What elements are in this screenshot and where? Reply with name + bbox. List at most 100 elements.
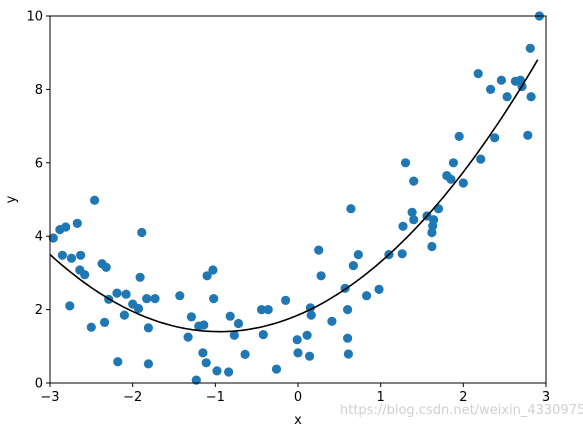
y-tick-label: 6 (35, 156, 43, 171)
y-tick-label: 4 (35, 230, 43, 245)
scatter-point (400, 158, 411, 168)
scatter-point (353, 250, 363, 260)
scatter-point (397, 249, 407, 259)
scatter-point (66, 253, 77, 263)
scatter-point (233, 318, 244, 329)
scatter-point (263, 305, 273, 315)
scatter-point (343, 349, 353, 359)
scatter-point (135, 272, 145, 282)
x-tick-label: 3 (542, 390, 550, 405)
scatter-point (48, 233, 58, 243)
scatter-point (90, 195, 100, 205)
y-tick-label: 2 (35, 303, 43, 318)
scatter-point (150, 294, 160, 304)
scatter-point (486, 84, 496, 94)
scatter-point (191, 375, 201, 385)
scatter-point (454, 131, 464, 141)
plot-area (48, 11, 545, 385)
scatter-point (305, 351, 315, 361)
scatter-point (112, 288, 122, 298)
scatter-point (258, 330, 268, 340)
scatter-point (65, 301, 75, 311)
y-axis-ticks: 0 2 4 6 8 10 (26, 10, 50, 392)
scatter-point (199, 320, 209, 330)
scatter-point (229, 330, 239, 340)
scatter-point (526, 92, 536, 102)
scatter-point (302, 330, 312, 340)
y-tick-label: 10 (26, 10, 43, 25)
scatter-point (525, 43, 535, 53)
scatter-point (224, 367, 234, 377)
scatter-point (257, 305, 267, 315)
scatter-point (212, 366, 222, 376)
scatter-point (316, 271, 326, 281)
scatter-point (407, 207, 417, 217)
scatter-point (476, 154, 486, 164)
scatter-point (80, 270, 90, 280)
scatter-point (137, 227, 147, 238)
scatter-point (86, 322, 96, 332)
scatter-point (201, 358, 211, 368)
scatter-point (343, 333, 353, 343)
scatter-point (57, 250, 67, 260)
x-axis-label: x (294, 413, 302, 428)
scatter-point (100, 317, 110, 327)
scatter-point (429, 215, 439, 225)
x-axis-ticks: −3 −2 −1 0 1 2 3 (40, 383, 550, 405)
plot-frame (49, 15, 547, 384)
scatter-point (348, 261, 358, 271)
scatter-point (101, 262, 111, 272)
scatter-point (473, 69, 483, 79)
scatter-point (448, 158, 458, 168)
scatter-point (72, 218, 82, 228)
x-tick-label: 1 (377, 390, 385, 405)
scatter-point (143, 323, 153, 333)
scatter-point (175, 291, 185, 301)
scatter-point (446, 174, 456, 184)
scatter-point (343, 305, 353, 315)
x-tick-label: −2 (123, 390, 142, 405)
scatter-point (202, 271, 212, 281)
scatter-point (183, 332, 193, 342)
scatter-point (502, 92, 512, 102)
scatter-point (306, 310, 316, 320)
scatter-point (292, 335, 302, 345)
x-tick-label: −3 (40, 390, 59, 405)
scatter-point (61, 222, 71, 232)
scatter-point (362, 291, 372, 301)
y-tick-label: 8 (35, 83, 43, 98)
scatter-point (198, 348, 208, 358)
y-tick-label: 0 (35, 377, 43, 392)
scatter-point (327, 316, 337, 326)
x-tick-label: 2 (459, 390, 467, 405)
scatter-point (409, 215, 419, 225)
scatter-point (76, 250, 86, 260)
fit-curve-line (49, 59, 539, 333)
scatter-point (209, 294, 219, 304)
scatter-point (121, 289, 131, 299)
scatter-point (142, 294, 152, 304)
scatter-point (427, 241, 437, 252)
watermark-text: https://blog.csdn.net/weixin_43309755 (340, 403, 583, 418)
scatter-point (398, 221, 408, 231)
scatter-point (225, 311, 235, 321)
scatter-point (271, 364, 282, 374)
scatter-point (490, 133, 500, 143)
scatter-point (523, 130, 533, 140)
scatter-point (186, 312, 196, 322)
x-tick-label: −1 (206, 390, 225, 405)
scatter-point (208, 265, 218, 275)
scatter-point (314, 245, 324, 255)
x-tick-label: 0 (294, 390, 302, 405)
scatter-point (409, 176, 419, 186)
y-axis-label: y (4, 195, 19, 203)
scatter-point (281, 295, 291, 305)
scatter-point (346, 204, 356, 214)
scatter-point (143, 359, 153, 369)
scatter-point (496, 75, 506, 85)
scatter-point (119, 310, 129, 320)
scatter-point (374, 284, 384, 294)
scatter-point (113, 357, 123, 367)
scatter-point (240, 349, 250, 359)
